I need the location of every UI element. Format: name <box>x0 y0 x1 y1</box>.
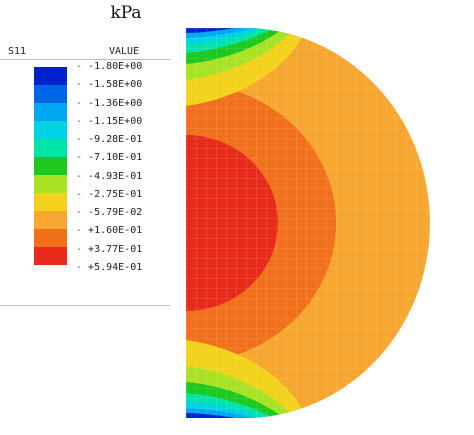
legend-rule-bottom <box>0 305 170 306</box>
legend-swatch <box>34 157 67 175</box>
legend-swatch <box>34 121 67 139</box>
legend-label: -2.75E-01 <box>76 186 170 204</box>
stress-contour-plot <box>186 28 430 418</box>
legend-value-header: VALUE <box>109 46 140 57</box>
legend-variable: S11 <box>8 46 27 57</box>
legend-label: -1.80E+00 <box>76 58 170 76</box>
legend-label: -1.36E+00 <box>76 95 170 113</box>
legend-label: -4.93E-01 <box>76 168 170 186</box>
legend-swatch <box>34 67 67 85</box>
legend-labels: -1.80E+00 -1.58E+00 -1.36E+00 -1.15E+00 … <box>76 58 170 277</box>
contour-bands <box>186 28 430 418</box>
legend-label: -5.79E-02 <box>76 204 170 222</box>
legend-swatch <box>34 103 67 121</box>
legend-swatches <box>34 67 67 265</box>
legend-label: +1.60E-01 <box>76 222 170 240</box>
legend-swatch <box>34 247 67 265</box>
legend-label: +3.77E-01 <box>76 241 170 259</box>
mesh-grid <box>186 28 430 418</box>
legend-swatch <box>34 139 67 157</box>
legend-label: -1.58E+00 <box>76 76 170 94</box>
legend-swatch <box>34 85 67 103</box>
legend-swatch <box>34 193 67 211</box>
legend-swatch <box>34 211 67 229</box>
legend-swatch <box>34 175 67 193</box>
legend-label: +5.94E-01 <box>76 259 170 277</box>
unit-title: kPa <box>110 3 142 23</box>
legend-swatch <box>34 229 67 247</box>
legend-label: -7.10E-01 <box>76 149 170 167</box>
legend-label: -1.15E+00 <box>76 113 170 131</box>
color-legend: S11 VALUE -1.80E+00 -1.58E+00 -1.36E+00 … <box>0 40 170 308</box>
legend-label: -9.28E-01 <box>76 131 170 149</box>
